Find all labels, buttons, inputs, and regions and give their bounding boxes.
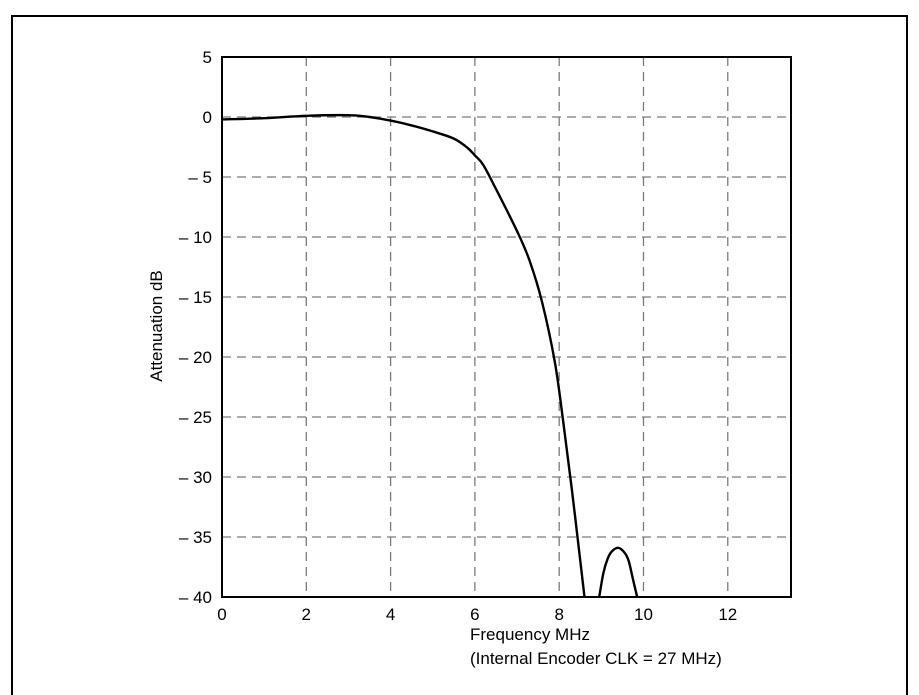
x-tick-label: 6 bbox=[470, 605, 479, 624]
y-tick-label: – 15 bbox=[179, 288, 212, 307]
x-tick-label: 2 bbox=[302, 605, 311, 624]
y-tick-label: – 30 bbox=[179, 468, 212, 487]
y-tick-label: – 10 bbox=[179, 228, 212, 247]
y-tick-label: – 25 bbox=[179, 408, 212, 427]
x-tick-label: 0 bbox=[217, 605, 226, 624]
x-tick-label: 10 bbox=[634, 605, 653, 624]
y-tick-label: – 40 bbox=[179, 588, 212, 607]
y-tick-labels: 5 0 – 5 – 10 – 15 – 20 – 25 – 30 – 35 – 40 bbox=[179, 48, 212, 607]
plot-area-border bbox=[221, 56, 792, 598]
y-tick-label: – 5 bbox=[188, 168, 212, 187]
y-tick-label: – 20 bbox=[179, 348, 212, 367]
attenuation-curve-segment bbox=[598, 546, 639, 598]
figure-frame bbox=[11, 15, 908, 695]
grid-lines bbox=[222, 57, 791, 597]
x-axis-title: Frequency MHz bbox=[470, 625, 590, 644]
x-axis-subtitle: (Internal Encoder CLK = 27 MHz) bbox=[470, 649, 722, 668]
attenuation-curve-segment bbox=[221, 113, 586, 598]
x-tick-label: 8 bbox=[554, 605, 563, 624]
y-tick-label: 5 bbox=[203, 48, 212, 67]
x-tick-labels: 0 2 4 6 8 10 12 bbox=[217, 605, 737, 624]
y-axis-title: Attenuation dB bbox=[147, 270, 166, 382]
x-tick-label: 4 bbox=[386, 605, 395, 624]
y-tick-label: 0 bbox=[203, 108, 212, 127]
y-tick-label: – 35 bbox=[179, 528, 212, 547]
attenuation-curve bbox=[221, 113, 639, 598]
x-tick-label: 12 bbox=[718, 605, 737, 624]
